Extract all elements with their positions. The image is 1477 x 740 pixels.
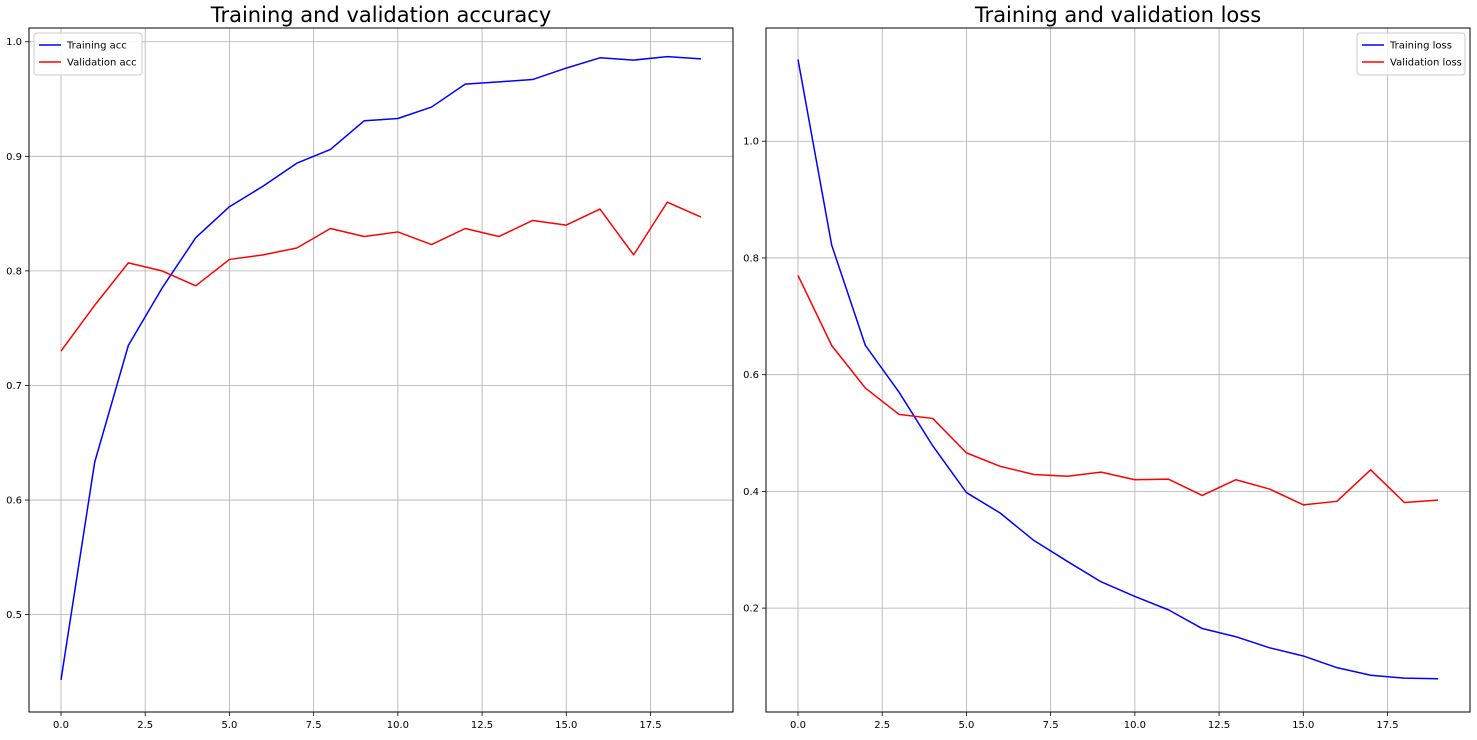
loss-y-tick-label: 0.8 <box>743 253 759 264</box>
accuracy-chart-title: Training and validation accuracy <box>210 3 552 27</box>
loss-axes-frame <box>765 27 1471 713</box>
loss-legend-box <box>1356 32 1466 76</box>
loss-x-tick-label: 15.0 <box>1292 720 1314 731</box>
accuracy-y-tick-label: 1.0 <box>6 37 22 48</box>
validation-acc-line <box>60 201 702 352</box>
loss-chart-title: Training and validation loss <box>974 3 1261 27</box>
loss-y-tick-label: 0.4 <box>743 487 759 498</box>
loss-y-tick-label: 0.2 <box>743 604 759 615</box>
validation-acc-legend-label: Validation acc <box>67 58 137 69</box>
loss-x-tick-label: 10.0 <box>1124 720 1146 731</box>
accuracy-y-tick-label: 0.9 <box>6 152 22 163</box>
loss-y-tick-label: 0.6 <box>743 370 759 381</box>
accuracy-x-tick-label: 2.5 <box>137 720 153 731</box>
accuracy-y-tick-label: 0.8 <box>6 266 22 277</box>
training-loss-legend-label: Training loss <box>1389 41 1452 52</box>
loss-x-tick-label: 12.5 <box>1208 720 1230 731</box>
accuracy-x-tick-label: 12.5 <box>471 720 493 731</box>
accuracy-x-tick-label: 10.0 <box>387 720 409 731</box>
training-acc-line <box>60 55 702 681</box>
loss-x-tick-label: 2.5 <box>874 720 890 731</box>
accuracy-x-tick-label: 15.0 <box>555 720 577 731</box>
accuracy-x-tick-label: 0.0 <box>53 720 69 731</box>
accuracy-y-tick-label: 0.7 <box>6 381 22 392</box>
loss-x-tick-label: 5.0 <box>958 720 974 731</box>
training-acc-legend-label: Training acc <box>66 41 127 52</box>
accuracy-x-tick-label: 5.0 <box>221 720 237 731</box>
validation-loss-legend-label: Validation loss <box>1390 58 1462 69</box>
accuracy-chart: Training and validation accuracy 0.0 2.5 5.… <box>6 3 734 731</box>
accuracy-legend: Training acc Validation acc <box>33 32 143 76</box>
validation-loss-line <box>797 275 1439 506</box>
loss-x-tick-label: 7.5 <box>1043 720 1059 731</box>
training-loss-line <box>797 59 1439 680</box>
accuracy-legend-box <box>33 32 143 76</box>
accuracy-x-tick-label: 17.5 <box>639 720 661 731</box>
accuracy-x-tick-label: 7.5 <box>306 720 322 731</box>
loss-legend: Training loss Validation loss <box>1356 32 1466 76</box>
loss-y-tick-label: 1.0 <box>743 137 759 148</box>
loss-x-tick-label: 0.0 <box>790 720 806 731</box>
accuracy-axes-frame <box>28 27 734 713</box>
loss-chart: Training and validation loss 0.0 2.5 5.0 7.5… <box>743 3 1471 731</box>
accuracy-y-tick-label: 0.5 <box>6 610 22 621</box>
loss-x-tick-label: 17.5 <box>1376 720 1398 731</box>
accuracy-y-tick-label: 0.6 <box>6 496 22 507</box>
